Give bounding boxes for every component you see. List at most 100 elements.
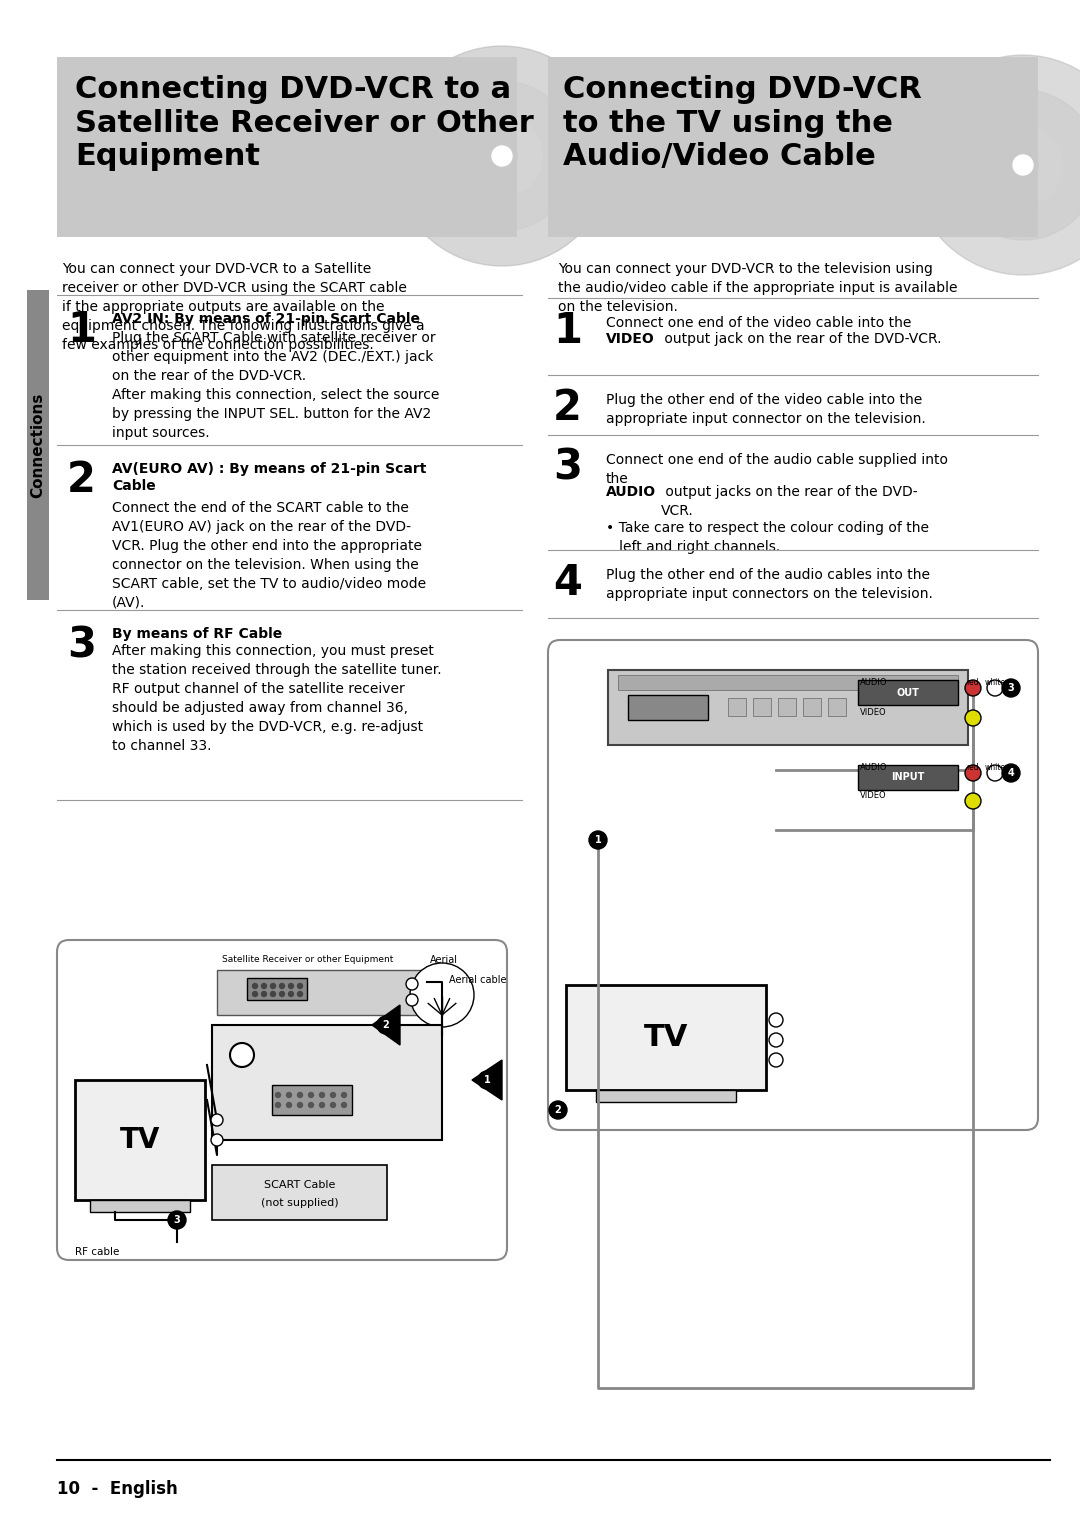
Circle shape bbox=[341, 1093, 347, 1097]
Circle shape bbox=[487, 140, 517, 171]
Circle shape bbox=[280, 983, 284, 989]
Text: You can connect your DVD-VCR to a Satellite
receiver or other DVD-VCR using the : You can connect your DVD-VCR to a Satell… bbox=[62, 262, 424, 353]
Circle shape bbox=[392, 46, 612, 266]
Bar bbox=[548, 56, 1038, 237]
Circle shape bbox=[309, 1093, 313, 1097]
Text: Connect one end of the video cable into the: Connect one end of the video cable into … bbox=[606, 316, 912, 330]
Text: 1: 1 bbox=[553, 310, 582, 353]
Text: 3: 3 bbox=[67, 624, 96, 665]
Circle shape bbox=[966, 765, 981, 781]
Text: VIDEO: VIDEO bbox=[860, 790, 887, 800]
Circle shape bbox=[1002, 679, 1020, 697]
Text: white: white bbox=[985, 678, 1005, 687]
Bar bbox=[57, 56, 517, 237]
Text: By means of RF Cable: By means of RF Cable bbox=[112, 627, 282, 641]
Circle shape bbox=[270, 992, 275, 996]
Bar bbox=[627, 694, 708, 720]
Circle shape bbox=[270, 983, 275, 989]
Text: AUDIO: AUDIO bbox=[860, 678, 888, 687]
Circle shape bbox=[406, 993, 418, 1006]
Circle shape bbox=[297, 992, 302, 996]
Circle shape bbox=[261, 983, 267, 989]
Text: 2: 2 bbox=[67, 459, 96, 501]
Text: (not supplied): (not supplied) bbox=[260, 1198, 338, 1209]
Circle shape bbox=[589, 832, 607, 848]
Text: 10  -  English: 10 - English bbox=[57, 1480, 178, 1499]
Circle shape bbox=[330, 1093, 336, 1097]
Bar bbox=[212, 1025, 442, 1140]
Circle shape bbox=[211, 1114, 222, 1126]
Text: VIDEO: VIDEO bbox=[860, 708, 887, 717]
Polygon shape bbox=[472, 1061, 502, 1100]
Text: 3: 3 bbox=[1008, 684, 1014, 693]
Circle shape bbox=[377, 1016, 395, 1035]
Text: INPUT: INPUT bbox=[891, 772, 924, 783]
Circle shape bbox=[286, 1093, 292, 1097]
Circle shape bbox=[913, 55, 1080, 275]
Text: AV2 IN: By means of 21-pin Scart Cable: AV2 IN: By means of 21-pin Scart Cable bbox=[112, 311, 420, 327]
Text: Connections: Connections bbox=[30, 392, 45, 497]
Text: 4: 4 bbox=[553, 562, 582, 604]
Bar bbox=[618, 674, 958, 690]
Bar bbox=[75, 1080, 205, 1199]
Bar bbox=[728, 697, 746, 716]
Circle shape bbox=[320, 1102, 324, 1108]
Text: 4: 4 bbox=[1008, 768, 1014, 778]
Circle shape bbox=[341, 1102, 347, 1108]
Circle shape bbox=[275, 1102, 281, 1108]
Text: AUDIO: AUDIO bbox=[606, 485, 657, 499]
Circle shape bbox=[288, 992, 294, 996]
Circle shape bbox=[983, 125, 1063, 204]
Circle shape bbox=[427, 81, 577, 230]
Text: SCART Cable: SCART Cable bbox=[264, 1180, 335, 1190]
FancyBboxPatch shape bbox=[548, 639, 1038, 1129]
Text: Aerial: Aerial bbox=[430, 955, 458, 964]
Circle shape bbox=[478, 1071, 496, 1090]
Bar bbox=[217, 971, 447, 1015]
Text: 2: 2 bbox=[382, 1019, 390, 1030]
Circle shape bbox=[261, 992, 267, 996]
Text: output jacks on the rear of the DVD-
VCR.: output jacks on the rear of the DVD- VCR… bbox=[661, 485, 918, 517]
Text: Connect one end of the audio cable supplied into
the: Connect one end of the audio cable suppl… bbox=[606, 453, 948, 485]
Text: • Take care to respect the colour coding of the
   left and right channels.: • Take care to respect the colour coding… bbox=[606, 520, 929, 554]
Circle shape bbox=[769, 1053, 783, 1067]
Text: TV: TV bbox=[120, 1126, 160, 1154]
Text: red: red bbox=[967, 678, 980, 687]
Circle shape bbox=[320, 1093, 324, 1097]
Circle shape bbox=[253, 983, 257, 989]
Text: After making this connection, you must preset
the station received through the s: After making this connection, you must p… bbox=[112, 644, 442, 752]
Circle shape bbox=[966, 794, 981, 809]
Circle shape bbox=[966, 710, 981, 726]
Text: You can connect your DVD-VCR to the television using
the audio/video cable if th: You can connect your DVD-VCR to the tele… bbox=[558, 262, 958, 314]
Text: 3: 3 bbox=[174, 1215, 180, 1225]
Bar bbox=[858, 681, 958, 705]
Polygon shape bbox=[372, 1006, 400, 1045]
Circle shape bbox=[406, 978, 418, 990]
Bar bbox=[828, 697, 846, 716]
Text: Plug the SCART Cable with satellite receiver or
other equipment into the AV2 (DE: Plug the SCART Cable with satellite rece… bbox=[112, 331, 440, 439]
Bar bbox=[247, 978, 307, 1000]
Circle shape bbox=[330, 1102, 336, 1108]
Bar bbox=[27, 290, 49, 600]
Circle shape bbox=[280, 992, 284, 996]
Text: Plug the other end of the audio cables into the
appropriate input connectors on : Plug the other end of the audio cables i… bbox=[606, 568, 933, 601]
Circle shape bbox=[230, 1042, 254, 1067]
Bar bbox=[596, 1090, 735, 1102]
Bar bbox=[804, 697, 821, 716]
Text: TV: TV bbox=[644, 1022, 688, 1051]
Circle shape bbox=[253, 992, 257, 996]
Circle shape bbox=[948, 90, 1080, 240]
FancyBboxPatch shape bbox=[57, 940, 507, 1260]
Text: Plug the other end of the video cable into the
appropriate input connector on th: Plug the other end of the video cable in… bbox=[606, 394, 926, 426]
Circle shape bbox=[211, 1134, 222, 1146]
Circle shape bbox=[297, 983, 302, 989]
Text: 1: 1 bbox=[67, 308, 96, 351]
Circle shape bbox=[1013, 156, 1032, 175]
Text: AV(EURO AV) : By means of 21-pin Scart
Cable: AV(EURO AV) : By means of 21-pin Scart C… bbox=[112, 462, 427, 493]
Text: Connecting DVD-VCR
to the TV using the
Audio/Video Cable: Connecting DVD-VCR to the TV using the A… bbox=[563, 75, 922, 171]
Circle shape bbox=[492, 146, 512, 166]
Circle shape bbox=[966, 681, 981, 696]
Text: 2: 2 bbox=[553, 388, 582, 429]
Circle shape bbox=[1002, 765, 1020, 781]
Text: 1: 1 bbox=[595, 835, 602, 845]
